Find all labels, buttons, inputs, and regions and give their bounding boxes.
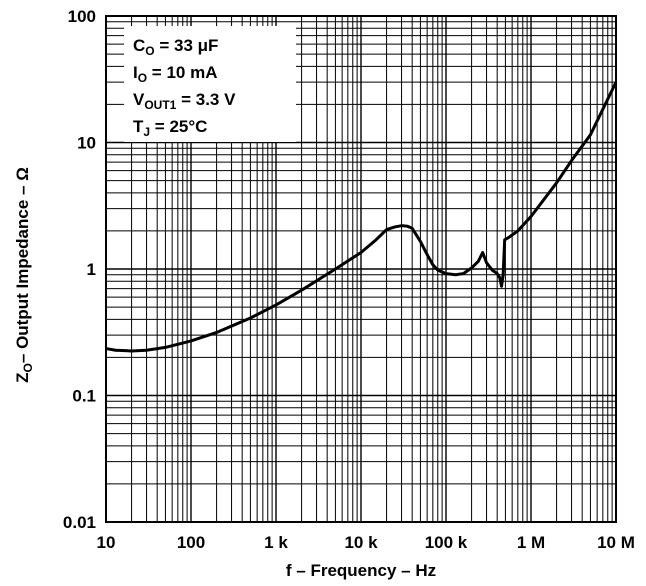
legend: CO = 33 μF IO = 10 mA VOUT1 = 3.3 V TJ = 25… [133, 36, 236, 139]
x-tick-label: 1 k [264, 533, 288, 552]
x-tick-label: 10 k [344, 533, 378, 552]
x-tick-labels: 10 100 1 k 10 k 100 k 1 M 10 M [97, 533, 635, 552]
y-tick-label: 0.01 [63, 513, 96, 532]
y-tick-label: 100 [68, 7, 96, 26]
impedance-curve [105, 81, 618, 353]
legend-entry: TJ = 25°C [133, 117, 207, 139]
legend-entry: IO = 10 mA [133, 63, 217, 85]
plot-frame [105, 15, 617, 523]
x-axis-label: f – Frequency – Hz [286, 561, 436, 580]
legend-box [124, 26, 296, 142]
y-axis-label: ZO– Output Impedance – Ω [13, 167, 35, 383]
y-tick-label: 10 [77, 134, 96, 153]
x-tick-label: 10 [97, 533, 116, 552]
x-tick-label: 10 M [597, 533, 635, 552]
legend-entry: CO = 33 μF [133, 36, 218, 58]
x-tick-label: 1 M [517, 533, 545, 552]
y-tick-label: 1 [87, 260, 96, 279]
y-tick-labels: 100 10 1 0.1 0.01 [63, 7, 96, 532]
x-tick-label: 100 [177, 533, 205, 552]
y-tick-label: 0.1 [72, 387, 96, 406]
x-tick-label: 100 k [425, 533, 468, 552]
legend-entry: VOUT1 = 3.3 V [133, 90, 236, 112]
